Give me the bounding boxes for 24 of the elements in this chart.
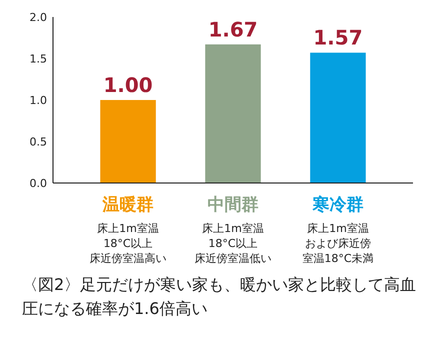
text: 〈図2〉足元だけが寒い家も、暖かい家と比較して高血圧になる確率が1.6倍高い <box>22 275 416 318</box>
y-tick-label: 2.0 <box>30 10 47 24</box>
y-tick-label: 1.0 <box>30 94 47 107</box>
text: 床上1m室温 <box>97 222 159 235</box>
bar <box>100 100 156 183</box>
text: 床近傍室温高い <box>90 252 167 265</box>
text: 床近傍室温低い <box>194 252 272 265</box>
text: 床上1m室温 <box>307 222 369 235</box>
text: 床上1m室温 <box>202 222 264 235</box>
data-label: 1.00 <box>103 73 153 97</box>
text: および床近傍 <box>304 237 371 250</box>
data-label: 1.67 <box>208 17 258 42</box>
x-tick-label: 温暖群 <box>102 195 154 215</box>
x-tick-label: 寒冷群 <box>311 195 364 215</box>
bar <box>310 52 366 183</box>
y-tick-label: 0.0 <box>30 176 47 190</box>
text: 室温18°C未満 <box>302 252 374 265</box>
data-label: 1.57 <box>313 26 363 50</box>
x-tick-label: 中間群 <box>208 195 258 215</box>
y-tick-label: 0.5 <box>30 135 47 148</box>
text: 18°C以上 <box>103 237 153 250</box>
y-tick-label: 1.5 <box>30 52 47 66</box>
bar <box>205 44 261 183</box>
text: 18°C以上 <box>208 237 258 250</box>
